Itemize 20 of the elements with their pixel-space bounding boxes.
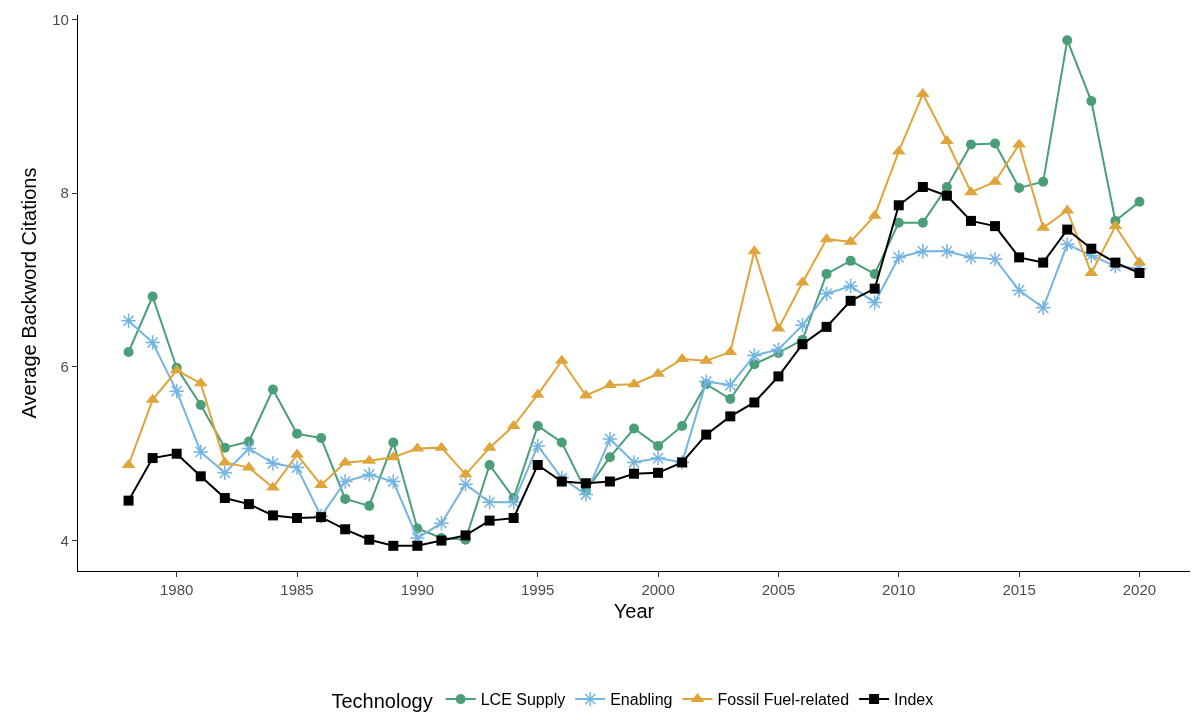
x-tick-label: 2005 bbox=[761, 581, 796, 599]
x-tick-label: 2010 bbox=[882, 581, 916, 599]
y-tick-label: 8 bbox=[60, 184, 69, 202]
x-tick-label: 2000 bbox=[641, 581, 675, 599]
legend-label: Fossil Fuel-related bbox=[717, 691, 850, 709]
x-tick-label: 1985 bbox=[280, 581, 314, 599]
x-axis-title: Year bbox=[613, 599, 655, 622]
legend-label: LCE Supply bbox=[480, 691, 566, 709]
x-tick-label: 1990 bbox=[400, 581, 435, 599]
y-axis-title: Average Backword Citations bbox=[17, 167, 40, 419]
x-tick-label: 2015 bbox=[1002, 581, 1036, 599]
legend-label: Index bbox=[894, 691, 934, 709]
legend-title: Technology bbox=[331, 690, 433, 713]
y-tick-label: 6 bbox=[60, 358, 69, 376]
x-tick-label: 1995 bbox=[521, 581, 555, 599]
x-tick-label: 1980 bbox=[159, 581, 194, 599]
legend-label: Enabling bbox=[610, 691, 673, 709]
y-tick-label: 4 bbox=[60, 531, 69, 549]
x-tick-label: 2020 bbox=[1122, 581, 1157, 599]
y-tick-label: 10 bbox=[52, 10, 69, 28]
